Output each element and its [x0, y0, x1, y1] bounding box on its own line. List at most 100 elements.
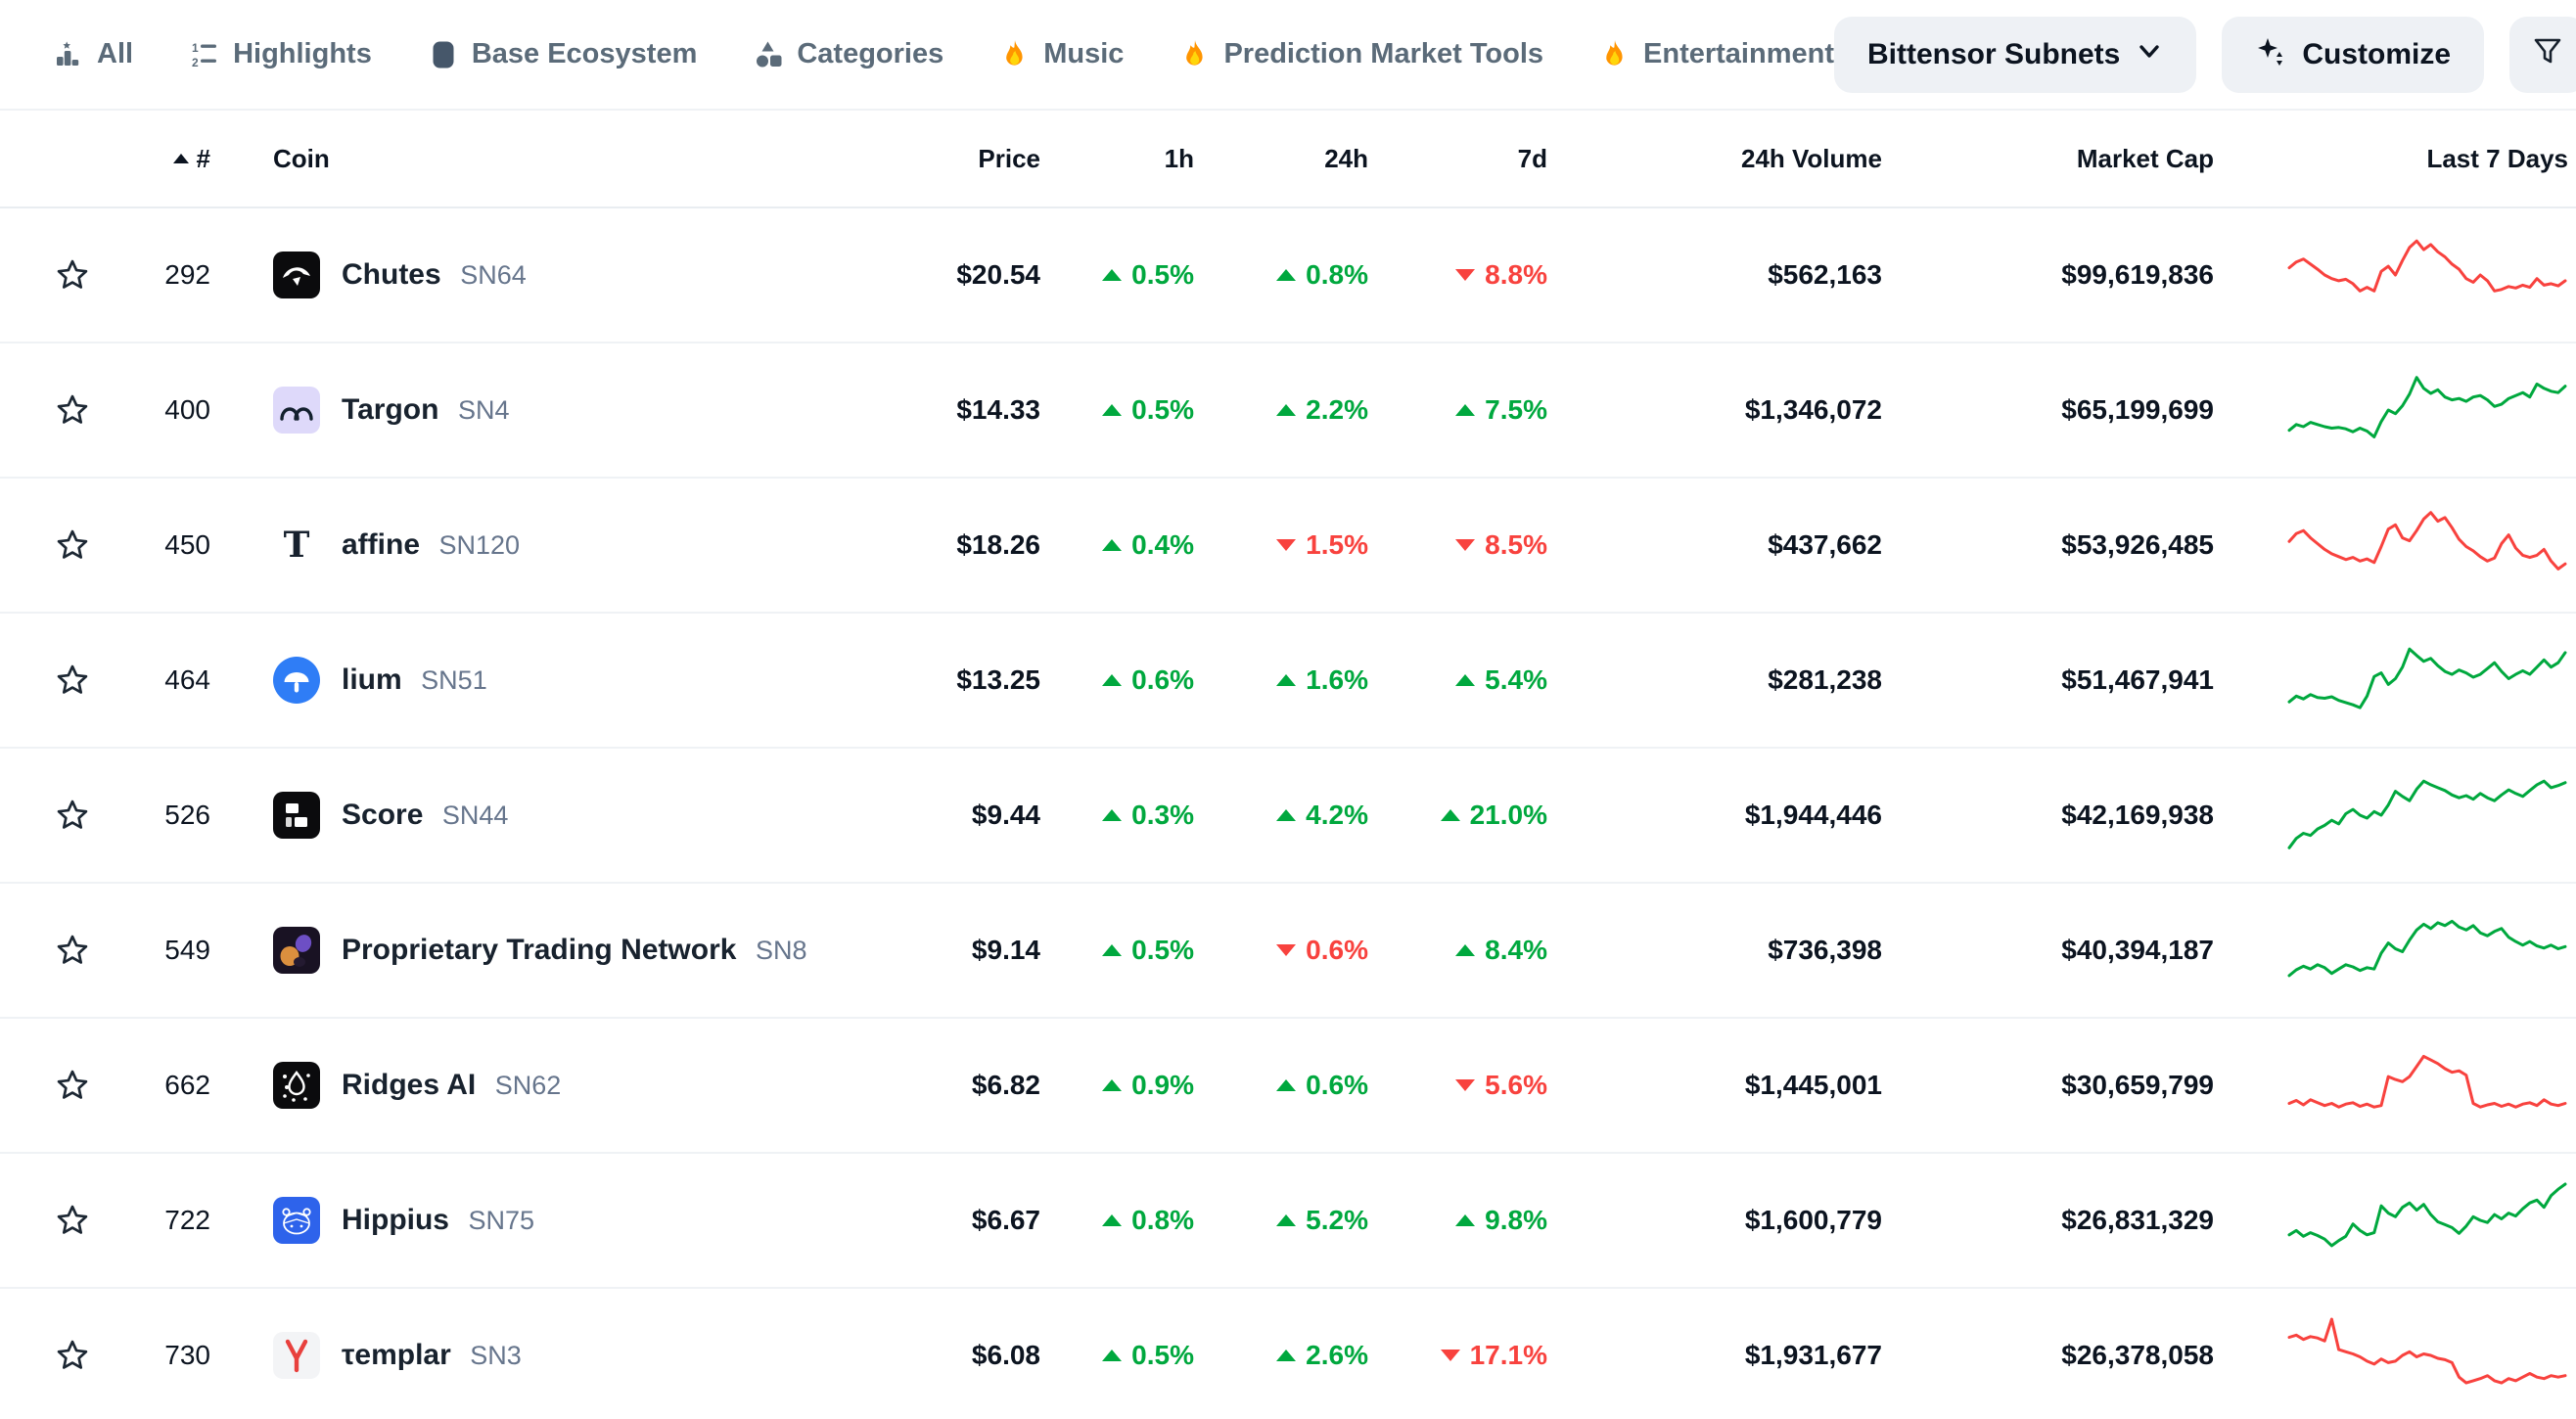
table-row[interactable]: 662 Ridges AI SN62 $6.82 0.9% 0.6% 5.6% … [0, 1019, 2576, 1154]
favorite-star-icon[interactable] [54, 526, 91, 564]
coin-cell[interactable]: Targon SN4 [224, 387, 825, 434]
favorite-cell [54, 256, 116, 294]
header-24h[interactable]: 24h [1324, 143, 1368, 173]
favorite-star-icon[interactable] [54, 1337, 91, 1374]
coin-rank: 450 [164, 529, 210, 560]
nav-tab-label: Prediction Market Tools [1223, 38, 1544, 69]
volume-24h: $1,931,677 [1744, 1340, 1882, 1370]
coin-symbol: SN64 [452, 260, 527, 290]
favorite-star-icon[interactable] [54, 1067, 91, 1104]
table-row[interactable]: 730 τemplar SN3 $6.08 0.5% 2.6% 17.1% $1… [0, 1289, 2576, 1419]
coin-symbol: SN3 [462, 1341, 522, 1370]
change-direction-icon [1276, 1079, 1297, 1091]
header-market-cap[interactable]: Market Cap [2076, 143, 2214, 173]
coin-cell[interactable]: lium SN51 [224, 657, 825, 704]
table-row[interactable]: 400 Targon SN4 $14.33 0.5% 2.2% 7.5% $1,… [0, 343, 2576, 479]
volume-24h: $1,445,001 [1744, 1070, 1882, 1100]
favorite-star-icon[interactable] [54, 662, 91, 699]
customize-button[interactable]: Customize [2222, 16, 2485, 93]
change-direction-icon [1276, 404, 1297, 416]
category-tabs: All 1 2 Highlights Base Ecosystem Categor… [54, 38, 1834, 70]
favorite-star-icon[interactable] [54, 932, 91, 969]
coin-price: $6.08 [971, 1340, 1040, 1370]
nav-tab-entertainment[interactable]: Entertainment [1600, 38, 1834, 70]
nav-tab-categories[interactable]: Categories [754, 38, 943, 70]
coin-name: Hippius [342, 1204, 449, 1236]
change-7d: 8.8% [1368, 259, 1547, 291]
table-row[interactable]: 464 lium SN51 $13.25 0.6% 1.6% 5.4% $281… [0, 614, 2576, 749]
coin-cell[interactable]: Score SN44 [224, 792, 825, 839]
sparkline-cell [2214, 639, 2568, 721]
header-price[interactable]: Price [978, 143, 1040, 173]
coin-name: lium [342, 664, 402, 696]
table-row[interactable]: 292 Chutes SN64 $20.54 0.5% 0.8% 8.8% $5… [0, 208, 2576, 343]
volume-24h: $437,662 [1768, 529, 1882, 560]
favorite-star-icon[interactable] [54, 391, 91, 429]
table-row[interactable]: 722 Hippius SN75 $6.67 0.8% 5.2% 9.8% $1… [0, 1154, 2576, 1289]
change-direction-icon [1455, 269, 1476, 281]
change-7d: 17.1% [1368, 1340, 1547, 1371]
change-1h: 0.5% [1040, 394, 1194, 426]
favorite-cell [54, 526, 116, 564]
coin-cell[interactable]: T affine SN120 [224, 522, 825, 569]
coin-rank: 722 [164, 1205, 210, 1235]
market-cap: $26,378,058 [2061, 1340, 2214, 1370]
header-rank[interactable]: # [116, 144, 224, 174]
favorite-star-icon[interactable] [54, 797, 91, 834]
header-7d[interactable]: 7d [1517, 143, 1547, 173]
change-7d: 8.4% [1368, 935, 1547, 966]
header-coin[interactable]: Coin [273, 143, 330, 173]
nav-tab-prediction-market-tools[interactable]: Prediction Market Tools [1180, 38, 1543, 70]
nav-tab-highlights[interactable]: 1 2 Highlights [190, 38, 372, 70]
coin-symbol: SN8 [748, 936, 807, 965]
nav-tab-label: Base Ecosystem [471, 38, 698, 69]
rounded-square-icon [429, 40, 458, 69]
chevron-down-icon [2136, 37, 2163, 72]
change-direction-icon [1455, 404, 1476, 416]
change-direction-icon [1276, 1214, 1297, 1226]
change-24h: 0.6% [1194, 1070, 1368, 1101]
price-sparkline [2287, 647, 2567, 710]
coin-price: $9.44 [971, 800, 1040, 830]
favorite-star-icon[interactable] [54, 1202, 91, 1239]
favorite-cell [54, 1202, 116, 1239]
coin-cell[interactable]: Ridges AI SN62 [224, 1062, 825, 1109]
change-24h: 4.2% [1194, 800, 1368, 831]
favorite-star-icon[interactable] [54, 256, 91, 294]
coin-name: affine [342, 528, 421, 561]
customize-button-label: Customize [2302, 37, 2452, 70]
nav-controls: Bittensor Subnets Customize [1834, 16, 2576, 93]
coin-cell[interactable]: Chutes SN64 [224, 252, 825, 298]
change-direction-icon [1102, 404, 1123, 416]
nav-tab-base-ecosystem[interactable]: Base Ecosystem [429, 38, 698, 70]
volume-24h: $1,944,446 [1744, 800, 1882, 830]
nav-tab-music[interactable]: Music [1000, 38, 1124, 70]
coin-symbol: SN120 [432, 530, 521, 560]
coin-price: $13.25 [956, 664, 1040, 695]
change-7d: 5.6% [1368, 1070, 1547, 1101]
volume-24h: $281,238 [1768, 664, 1882, 695]
change-direction-icon [1455, 944, 1476, 956]
change-direction-icon [1276, 269, 1297, 281]
header-24h-volume[interactable]: 24h Volume [1740, 143, 1882, 173]
sparkline-cell [2214, 1314, 2568, 1396]
sparkline-cell [2214, 1044, 2568, 1126]
table-row[interactable]: 526 Score SN44 $9.44 0.3% 4.2% 21.0% $1,… [0, 749, 2576, 884]
coin-name: Ridges AI [342, 1069, 477, 1101]
table-row[interactable]: 549 Proprietary Trading Network SN8 $9.1… [0, 884, 2576, 1019]
change-direction-icon [1102, 1350, 1123, 1361]
subnet-dropdown[interactable]: Bittensor Subnets [1834, 16, 2197, 93]
coin-rank: 730 [164, 1340, 210, 1370]
market-cap: $65,199,699 [2061, 394, 2214, 425]
table-row[interactable]: 450 T affine SN120 $18.26 0.4% 1.5% 8.5%… [0, 479, 2576, 614]
filter-button[interactable] [2509, 16, 2576, 93]
coin-price: $6.82 [971, 1070, 1040, 1100]
coin-cell[interactable]: Hippius SN75 [224, 1197, 825, 1244]
change-direction-icon [1440, 1350, 1460, 1361]
nav-tab-all[interactable]: All [54, 38, 133, 70]
coin-cell[interactable]: Proprietary Trading Network SN8 [224, 927, 825, 974]
coin-symbol: SN44 [435, 801, 509, 830]
coin-cell[interactable]: τemplar SN3 [224, 1332, 825, 1379]
header-1h[interactable]: 1h [1164, 143, 1194, 173]
